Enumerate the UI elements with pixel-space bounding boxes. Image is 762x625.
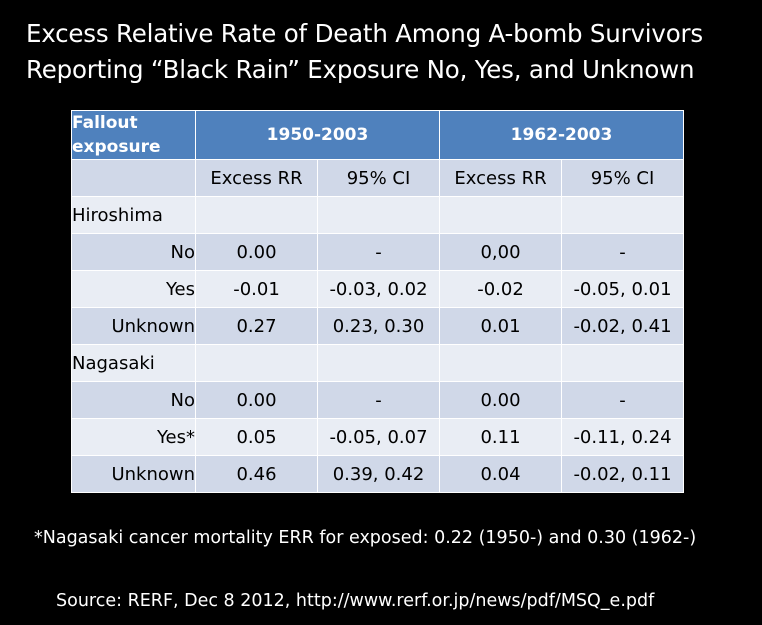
- title-line-2: Reporting “Black Rain” Exposure No, Yes,…: [26, 55, 695, 84]
- cell: 0.11: [439, 418, 562, 456]
- cell: 0.23, 0.30: [317, 307, 440, 345]
- footnote: *Nagasaki cancer mortality ERR for expos…: [34, 528, 697, 548]
- cell: 0,00: [439, 233, 562, 271]
- cell: -0.01: [195, 270, 318, 308]
- title-line-1: Excess Relative Rate of Death Among A-bo…: [26, 19, 703, 48]
- cell: -0.05, 0.07: [317, 418, 440, 456]
- row-label: Hiroshima: [71, 196, 196, 234]
- fallout-header-line-2: exposure: [72, 137, 161, 157]
- cell: 0.01: [439, 307, 562, 345]
- cell: 0.27: [195, 307, 318, 345]
- cell: -: [561, 233, 684, 271]
- cell: -0.02: [439, 270, 562, 308]
- cell: -: [561, 381, 684, 419]
- cell: 0.05: [195, 418, 318, 456]
- period-1962-header: 1962-2003: [439, 110, 684, 160]
- table-row: Hiroshima: [71, 196, 684, 234]
- cell: [195, 196, 318, 234]
- table-row: Unknown 0.27 0.23, 0.30 0.01 -0.02, 0.41: [71, 307, 684, 345]
- cell: 0.39, 0.42: [317, 455, 440, 493]
- subheader-ci-2: 95% CI: [561, 159, 684, 197]
- subheader-excess-rr-2: Excess RR: [439, 159, 562, 197]
- row-label: Unknown: [71, 455, 196, 493]
- cell: 0.04: [439, 455, 562, 493]
- excess-rr-table: Fallout exposure 1950-2003 1962-2003 Exc…: [71, 110, 684, 493]
- cell: [317, 344, 440, 382]
- slide-title: Excess Relative Rate of Death Among A-bo…: [26, 16, 746, 88]
- table-row: Unknown 0.46 0.39, 0.42 0.04 -0.02, 0.11: [71, 455, 684, 493]
- row-label: No: [71, 233, 196, 271]
- cell: 0.00: [439, 381, 562, 419]
- fallout-exposure-header: Fallout exposure: [71, 110, 196, 160]
- cell: -: [317, 381, 440, 419]
- table-row: Yes -0.01 -0.03, 0.02 -0.02 -0.05, 0.01: [71, 270, 684, 308]
- cell: -0.02, 0.11: [561, 455, 684, 493]
- cell: -0.11, 0.24: [561, 418, 684, 456]
- fallout-header-line-1: Fallout: [72, 113, 138, 133]
- cell: [439, 196, 562, 234]
- cell: -0.05, 0.01: [561, 270, 684, 308]
- cell: [439, 344, 562, 382]
- cell: [317, 196, 440, 234]
- subheader-excess-rr-1: Excess RR: [195, 159, 318, 197]
- cell: -: [317, 233, 440, 271]
- row-label: Yes*: [71, 418, 196, 456]
- table-header-row: Fallout exposure 1950-2003 1962-2003: [71, 110, 684, 160]
- row-label: Nagasaki: [71, 344, 196, 382]
- table-row: No 0.00 - 0,00 -: [71, 233, 684, 271]
- cell: -0.02, 0.41: [561, 307, 684, 345]
- cell: [561, 344, 684, 382]
- cell: [561, 196, 684, 234]
- cell: [195, 344, 318, 382]
- row-label: Unknown: [71, 307, 196, 345]
- cell: 0.46: [195, 455, 318, 493]
- table-row: Yes* 0.05 -0.05, 0.07 0.11 -0.11, 0.24: [71, 418, 684, 456]
- period-1950-header: 1950-2003: [195, 110, 440, 160]
- source-citation: Source: RERF, Dec 8 2012, http://www.rer…: [56, 591, 655, 611]
- table-row: No 0.00 - 0.00 -: [71, 381, 684, 419]
- cell: 0.00: [195, 381, 318, 419]
- cell: -0.03, 0.02: [317, 270, 440, 308]
- cell: 0.00: [195, 233, 318, 271]
- row-label: Yes: [71, 270, 196, 308]
- table-subheader-row: Excess RR 95% CI Excess RR 95% CI: [71, 159, 684, 197]
- subheader-empty-cell: [71, 159, 196, 197]
- row-label: No: [71, 381, 196, 419]
- subheader-ci-1: 95% CI: [317, 159, 440, 197]
- table-row: Nagasaki: [71, 344, 684, 382]
